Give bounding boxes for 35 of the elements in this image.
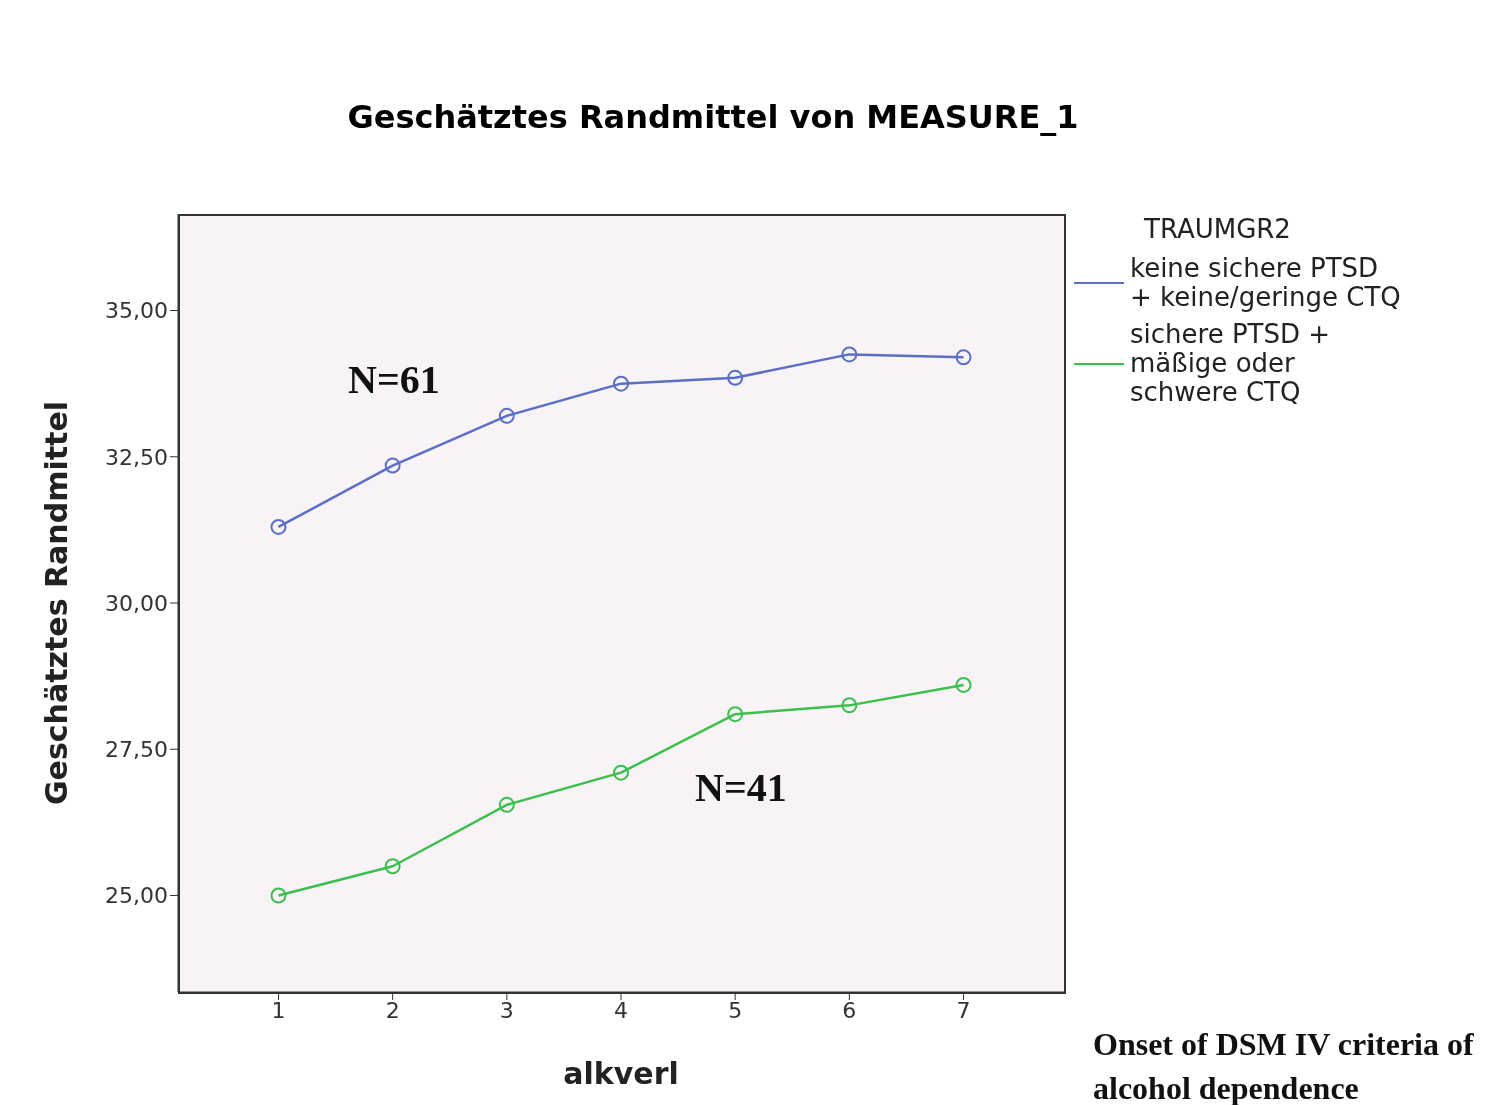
- point: [270, 518, 287, 535]
- x-tick-label: 4: [614, 997, 628, 1023]
- point: [384, 457, 401, 474]
- y-tick-label: 35,00: [105, 298, 168, 324]
- legend-label: keine sichere PTSD + keine/geringe CTQ: [1130, 253, 1402, 312]
- x-tick-label: 5: [728, 997, 743, 1023]
- y-tick-label: 25,00: [105, 883, 168, 909]
- x-tick-label: 7: [956, 997, 971, 1023]
- y-tick-label: 27,50: [105, 737, 168, 763]
- point: [727, 369, 744, 386]
- point: [384, 858, 401, 875]
- y-axis-title: Geschätztes Randmittel: [38, 400, 74, 806]
- point: [498, 407, 515, 424]
- x-tick-label: 2: [385, 997, 400, 1023]
- annotation: N=41: [695, 765, 788, 810]
- y-tick-label: 30,00: [105, 590, 168, 616]
- point: [955, 349, 972, 366]
- point: [498, 796, 515, 813]
- x-tick-label: 6: [842, 997, 857, 1023]
- x-tick-label: 1: [271, 997, 286, 1023]
- chart-title: Geschätztes Randmittel von MEASURE_1: [346, 98, 1080, 136]
- point: [613, 375, 629, 392]
- annotation: N=61: [348, 357, 441, 402]
- x-axis-title: alkverl: [563, 1056, 679, 1091]
- legend-label: sichere PTSD + mäßige oder schwere CTQ: [1130, 319, 1332, 407]
- point: [613, 764, 629, 781]
- text: Onset of DSM IV criteria of alcohol dependence: [1093, 1025, 1475, 1105]
- point: [955, 676, 972, 693]
- point: [727, 706, 744, 723]
- x-tick-label: 3: [499, 997, 514, 1023]
- point: [841, 697, 858, 714]
- y-tick-label: 32,50: [105, 444, 168, 470]
- point: [270, 887, 287, 904]
- point: [841, 346, 858, 363]
- legend-title: TRAUMGR2: [1144, 214, 1292, 244]
